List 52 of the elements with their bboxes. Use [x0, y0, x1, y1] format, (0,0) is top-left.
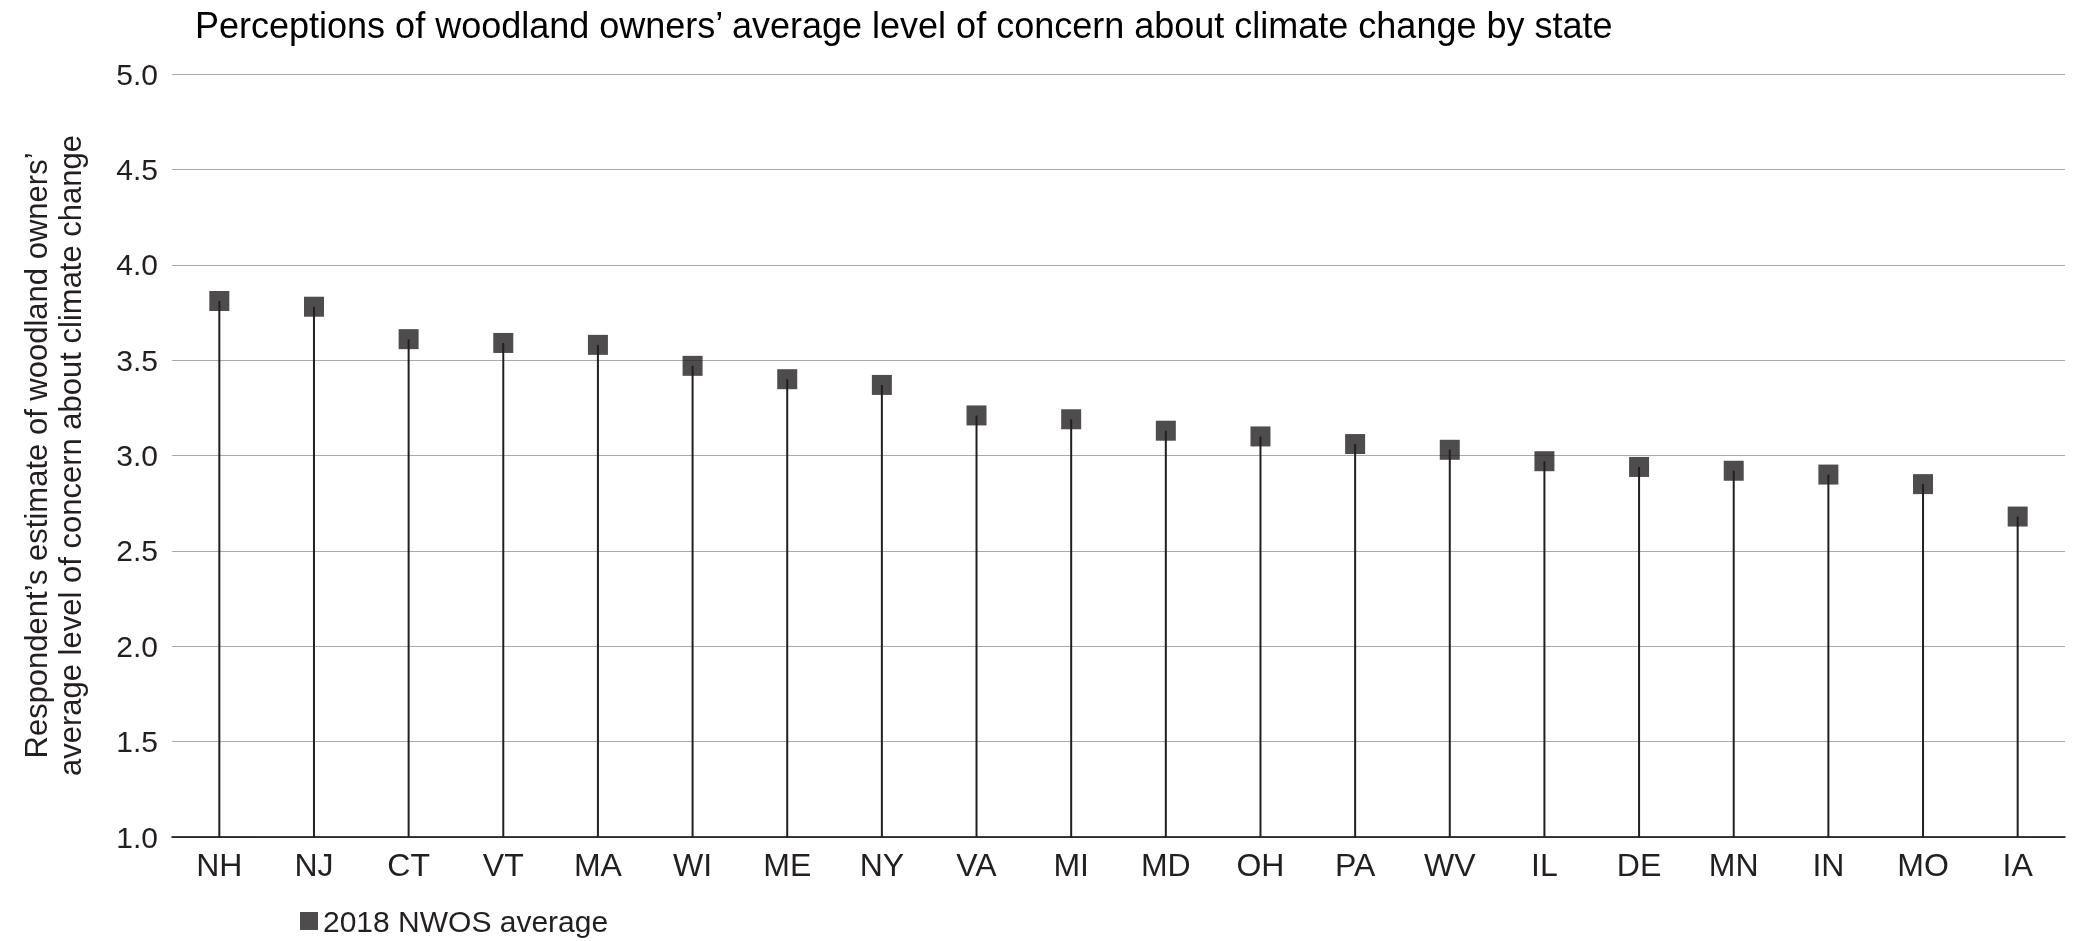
point	[1345, 434, 1366, 455]
y-tick-label: 2.5	[116, 534, 158, 568]
point	[1534, 451, 1555, 472]
y-tick-label: 5.0	[116, 57, 158, 91]
y-tick-label: 3.5	[116, 343, 158, 377]
x-tick-label: VA	[956, 847, 998, 883]
y-tick-label: 4.0	[116, 248, 158, 282]
x-tick-label: MA	[573, 847, 623, 883]
x-tick-label: MN	[1708, 847, 1759, 883]
x-tick-label: VT	[482, 847, 524, 883]
x-tick-label: PA	[1334, 847, 1376, 883]
y-axis-title: Respondent’s estimate of woodland owners’ average level of concern about climate change	[18, 134, 88, 777]
x-tick-label: NY	[859, 847, 905, 883]
x-tick-label: ME	[763, 847, 812, 883]
point	[1155, 420, 1176, 441]
legend-label: 2018 NWOS average	[323, 904, 609, 938]
x-tick-label: IA	[2002, 847, 2034, 883]
point	[1061, 409, 1082, 430]
x-tick-label: WV	[1424, 847, 1477, 883]
point	[966, 405, 987, 426]
x-tick-label: IL	[1531, 847, 1558, 883]
point	[1250, 426, 1271, 447]
point	[303, 296, 324, 317]
point	[1913, 474, 1934, 495]
point	[1439, 439, 1460, 460]
point	[2007, 506, 2028, 527]
x-tick-label: NH	[196, 847, 243, 883]
x-tick-label: WI	[673, 847, 713, 883]
x-tick-label: NJ	[294, 847, 334, 883]
point	[587, 334, 608, 355]
point	[493, 332, 514, 353]
point	[1723, 460, 1744, 481]
point	[1629, 456, 1650, 477]
point	[1818, 464, 1839, 485]
y-tick-label: 1.5	[116, 725, 158, 759]
point	[777, 369, 798, 390]
point	[871, 374, 892, 395]
x-tick-label: MI	[1053, 847, 1089, 883]
point	[398, 329, 419, 350]
point	[209, 290, 230, 311]
x-tick-label: OH	[1236, 847, 1285, 883]
x-tick-label: MO	[1897, 847, 1949, 883]
y-tick-label: 4.5	[116, 152, 158, 186]
x-tick-label: IN	[1812, 847, 1845, 883]
y-tick-label: 3.0	[116, 439, 158, 472]
x-tick-label: CT	[387, 847, 430, 883]
y-tick-label: 1.0	[116, 820, 158, 854]
point	[682, 355, 703, 376]
x-tick-label: DE	[1616, 847, 1662, 883]
chart-title: Perceptions of woodland owners’ average level of concern about climate change by state	[195, 4, 1613, 46]
x-tick-label: MD	[1140, 847, 1191, 883]
y-tick-label: 2.0	[116, 629, 158, 663]
